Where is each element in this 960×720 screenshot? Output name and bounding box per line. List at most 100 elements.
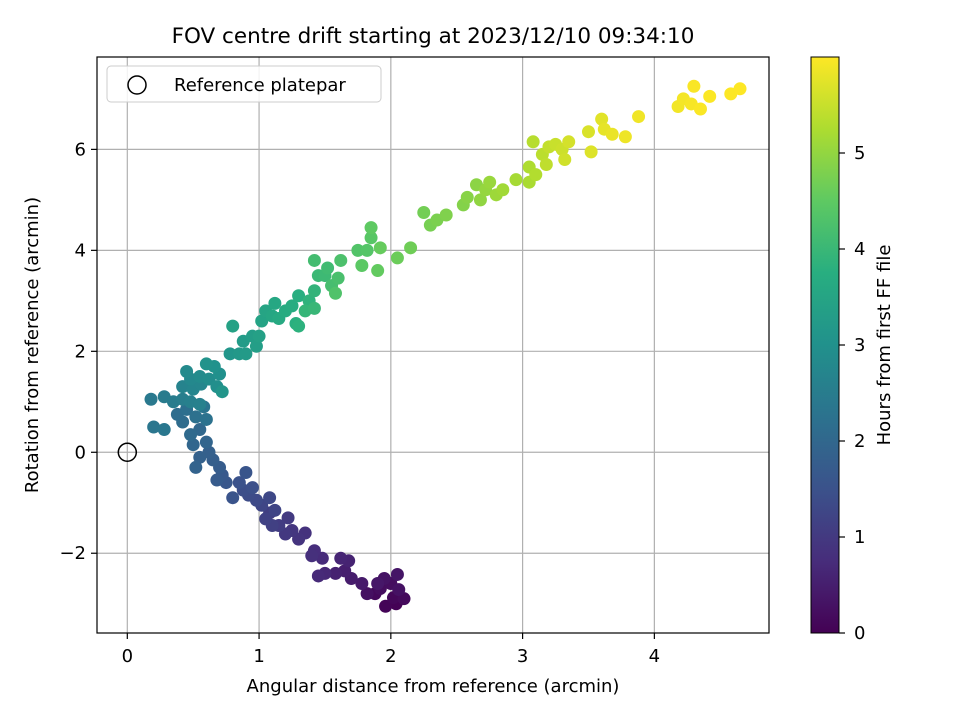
legend: Reference platepar (106, 65, 382, 103)
data-point (558, 152, 572, 166)
data-point (509, 173, 523, 187)
data-point (371, 264, 385, 278)
data-point (373, 241, 387, 255)
data-point (687, 79, 701, 93)
y-tick-label: −2 (59, 543, 86, 564)
data-point (390, 251, 404, 265)
data-point (328, 566, 342, 580)
data-point (483, 175, 497, 189)
data-point (392, 583, 406, 597)
data-point (733, 82, 747, 96)
data-point (281, 511, 295, 525)
colorbar-gradient (810, 56, 840, 634)
y-tick-label: 6 (75, 139, 86, 160)
data-point (239, 465, 253, 479)
data-point (632, 110, 646, 124)
data-point (562, 135, 576, 149)
data-point (351, 243, 365, 257)
data-point (581, 125, 595, 139)
data-point (226, 491, 240, 505)
data-point (252, 329, 266, 343)
colorbar-tick-label: 0 (854, 623, 865, 644)
y-tick-label: 2 (75, 341, 86, 362)
data-point (321, 261, 335, 275)
data-point (379, 599, 393, 613)
data-point (147, 420, 161, 434)
colorbar: 0 1 2 3 4 5 Hours from first FF file (810, 56, 895, 644)
data-point (355, 577, 369, 591)
x-tick-label: 0 (122, 646, 133, 667)
data-point (210, 473, 224, 487)
data-point (439, 208, 453, 222)
colorbar-tick-label: 1 (854, 527, 865, 548)
data-point (618, 130, 632, 144)
data-point (417, 205, 431, 219)
reference-platepar-marker (117, 442, 138, 463)
data-point (249, 339, 263, 353)
data-point (371, 577, 385, 591)
data-point (355, 258, 369, 272)
data-point (263, 491, 277, 505)
data-point (199, 435, 213, 449)
data-point (245, 481, 259, 495)
data-point (305, 549, 319, 563)
data-point (529, 168, 543, 182)
x-tick-label: 3 (517, 646, 528, 667)
data-point (186, 438, 200, 452)
data-point (460, 190, 474, 204)
data-point (328, 286, 342, 300)
colorbar-label: Hours from first FF file (874, 245, 895, 446)
legend-box (106, 65, 382, 103)
data-point (584, 145, 598, 159)
y-tick-label: 0 (75, 442, 86, 463)
data-point (307, 301, 321, 315)
data-point (334, 253, 348, 267)
colorbar-tick-label: 2 (854, 431, 865, 452)
data-point (390, 567, 404, 581)
data-points (144, 79, 747, 613)
data-point (239, 347, 253, 361)
x-tick-label: 1 (253, 646, 264, 667)
data-point (285, 299, 299, 313)
data-point (364, 221, 378, 235)
data-point (703, 89, 717, 103)
x-axis-label: Angular distance from reference (arcmin) (247, 676, 620, 697)
legend-marker-reference (127, 75, 147, 95)
data-point (226, 319, 240, 333)
colorbar-tick-label: 4 (854, 239, 865, 260)
data-point (311, 569, 325, 583)
data-point (404, 241, 418, 255)
data-point (189, 410, 203, 424)
data-point (199, 412, 213, 426)
data-point (215, 385, 229, 399)
data-point (268, 503, 282, 517)
y-axis-ticks: −2 0 2 4 6 (59, 139, 97, 564)
data-point (526, 135, 540, 149)
data-point (473, 193, 487, 207)
data-point (364, 231, 378, 245)
data-point (360, 243, 374, 257)
colorbar-ticks: 0 1 2 3 4 5 (839, 143, 865, 644)
data-point (157, 423, 171, 437)
x-axis-ticks: 0 1 2 3 4 (122, 633, 660, 667)
data-point (268, 296, 282, 310)
y-axis-label: Rotation from reference (arcmin) (22, 197, 43, 493)
data-point (605, 127, 619, 141)
data-point (292, 319, 306, 333)
data-point (496, 183, 510, 197)
data-point (223, 347, 237, 361)
legend-label-reference: Reference platepar (174, 75, 346, 96)
data-point (180, 365, 194, 379)
data-point (360, 587, 374, 601)
data-point (184, 428, 198, 442)
data-point (595, 112, 609, 126)
data-point (189, 460, 203, 474)
x-tick-label: 2 (385, 646, 396, 667)
data-point (307, 284, 321, 298)
plot-frame (96, 56, 770, 634)
data-point (232, 476, 246, 490)
data-point (331, 271, 345, 285)
y-tick-label: 4 (75, 240, 86, 261)
data-point (292, 289, 306, 303)
